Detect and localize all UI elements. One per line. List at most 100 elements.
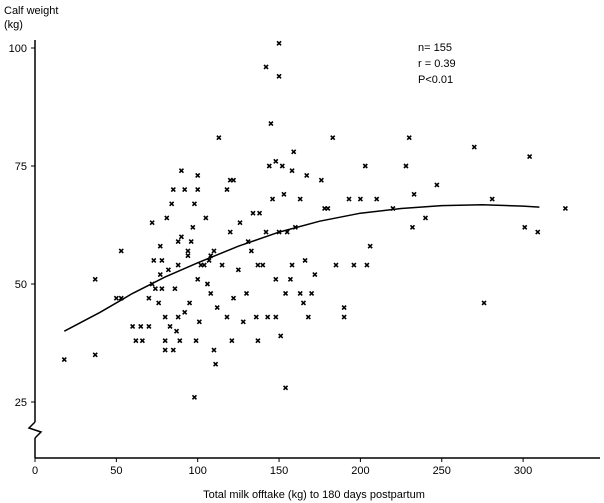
- data-point: [149, 281, 155, 287]
- data-point: [229, 338, 235, 344]
- data-point: [527, 153, 533, 160]
- data-point: [178, 168, 184, 174]
- data-point: [245, 238, 251, 245]
- x-axis-label: Total milk offtake (kg) to 180 days post…: [203, 489, 425, 501]
- fit-curve: [63, 203, 540, 332]
- data-point: [304, 172, 310, 179]
- data-point: [165, 267, 171, 273]
- y-axis-label-line1: Calf weight: [4, 5, 58, 17]
- data-point: [178, 234, 184, 240]
- data-point: [284, 229, 290, 235]
- data-point: [341, 314, 347, 320]
- data-point: [186, 300, 193, 306]
- data-point: [325, 205, 331, 212]
- annotation-r: r = 0.39: [418, 58, 456, 70]
- data-point: [208, 290, 214, 297]
- data-point: [273, 314, 279, 320]
- data-point: [175, 314, 181, 320]
- data-point: [177, 338, 183, 344]
- data-point: [185, 253, 191, 259]
- data-point: [157, 243, 163, 249]
- data-point: [281, 191, 287, 197]
- data-point: [230, 177, 237, 183]
- data-point: [535, 229, 541, 235]
- annotation-p: P<0.01: [418, 74, 453, 86]
- y-tick-label: 100: [9, 43, 27, 55]
- data-point: [273, 276, 279, 282]
- data-point: [237, 220, 243, 226]
- data-point: [230, 295, 237, 301]
- data-point: [411, 191, 417, 197]
- data-point: [471, 144, 477, 150]
- y-axis-label-line2: (kg): [4, 19, 23, 31]
- data-point: [243, 290, 250, 297]
- data-point: [263, 229, 269, 235]
- data-point: [279, 163, 285, 169]
- axes: [27, 40, 600, 459]
- data-point: [562, 205, 568, 212]
- data-point: [203, 215, 209, 221]
- data-point: [211, 347, 217, 353]
- data-point: [191, 201, 198, 207]
- data-point: [92, 352, 98, 358]
- data-point: [266, 163, 272, 169]
- data-point: [224, 314, 230, 320]
- data-point: [282, 385, 289, 391]
- data-point: [173, 328, 180, 334]
- data-point: [175, 262, 181, 268]
- data-point: [206, 257, 212, 263]
- data-point: [113, 295, 119, 301]
- data-point: [138, 323, 144, 330]
- data-point: [333, 262, 339, 268]
- data-point: [357, 196, 363, 202]
- data-point: [289, 262, 295, 268]
- data-point: [292, 224, 298, 230]
- data-point: [169, 201, 175, 207]
- data-point: [282, 290, 289, 297]
- data-point: [182, 187, 188, 193]
- data-point: [406, 135, 412, 141]
- data-point: [489, 196, 495, 202]
- data-point: [214, 305, 220, 311]
- data-point: [269, 196, 276, 202]
- data-point: [195, 187, 201, 193]
- data-point: [253, 314, 259, 320]
- data-point: [146, 323, 152, 330]
- data-point: [182, 309, 188, 315]
- data-point: [362, 163, 368, 169]
- data-point: [61, 356, 67, 363]
- x-tick-label: 150: [270, 465, 288, 477]
- data-point: [287, 276, 294, 282]
- data-point: [403, 163, 409, 169]
- data-point: [235, 267, 241, 273]
- data-point: [216, 135, 222, 141]
- data-point: [196, 319, 202, 325]
- data-point: [250, 210, 256, 216]
- data-point: [191, 394, 198, 400]
- x-tick-label: 0: [32, 465, 38, 477]
- data-point: [139, 338, 145, 344]
- data-point: [434, 182, 440, 188]
- data-point: [312, 271, 318, 278]
- data-point: [390, 205, 396, 212]
- data-point: [170, 187, 176, 193]
- data-point: [193, 338, 199, 344]
- data-point: [211, 248, 217, 254]
- data-point: [256, 210, 263, 216]
- y-tick-label: 25: [15, 397, 27, 409]
- data-point: [146, 295, 152, 301]
- data-point: [240, 319, 246, 325]
- data-point: [133, 338, 139, 344]
- data-point: [263, 64, 269, 70]
- data-point: [162, 314, 168, 320]
- x-tick-label: 250: [433, 465, 451, 477]
- data-point: [118, 248, 124, 254]
- data-point: [159, 286, 165, 292]
- data-point: [118, 295, 124, 301]
- data-point: [481, 300, 487, 306]
- data-point: [276, 40, 282, 46]
- data-point: [152, 286, 158, 292]
- data-point: [302, 257, 308, 263]
- data-point: [185, 248, 191, 254]
- data-point: [300, 300, 307, 306]
